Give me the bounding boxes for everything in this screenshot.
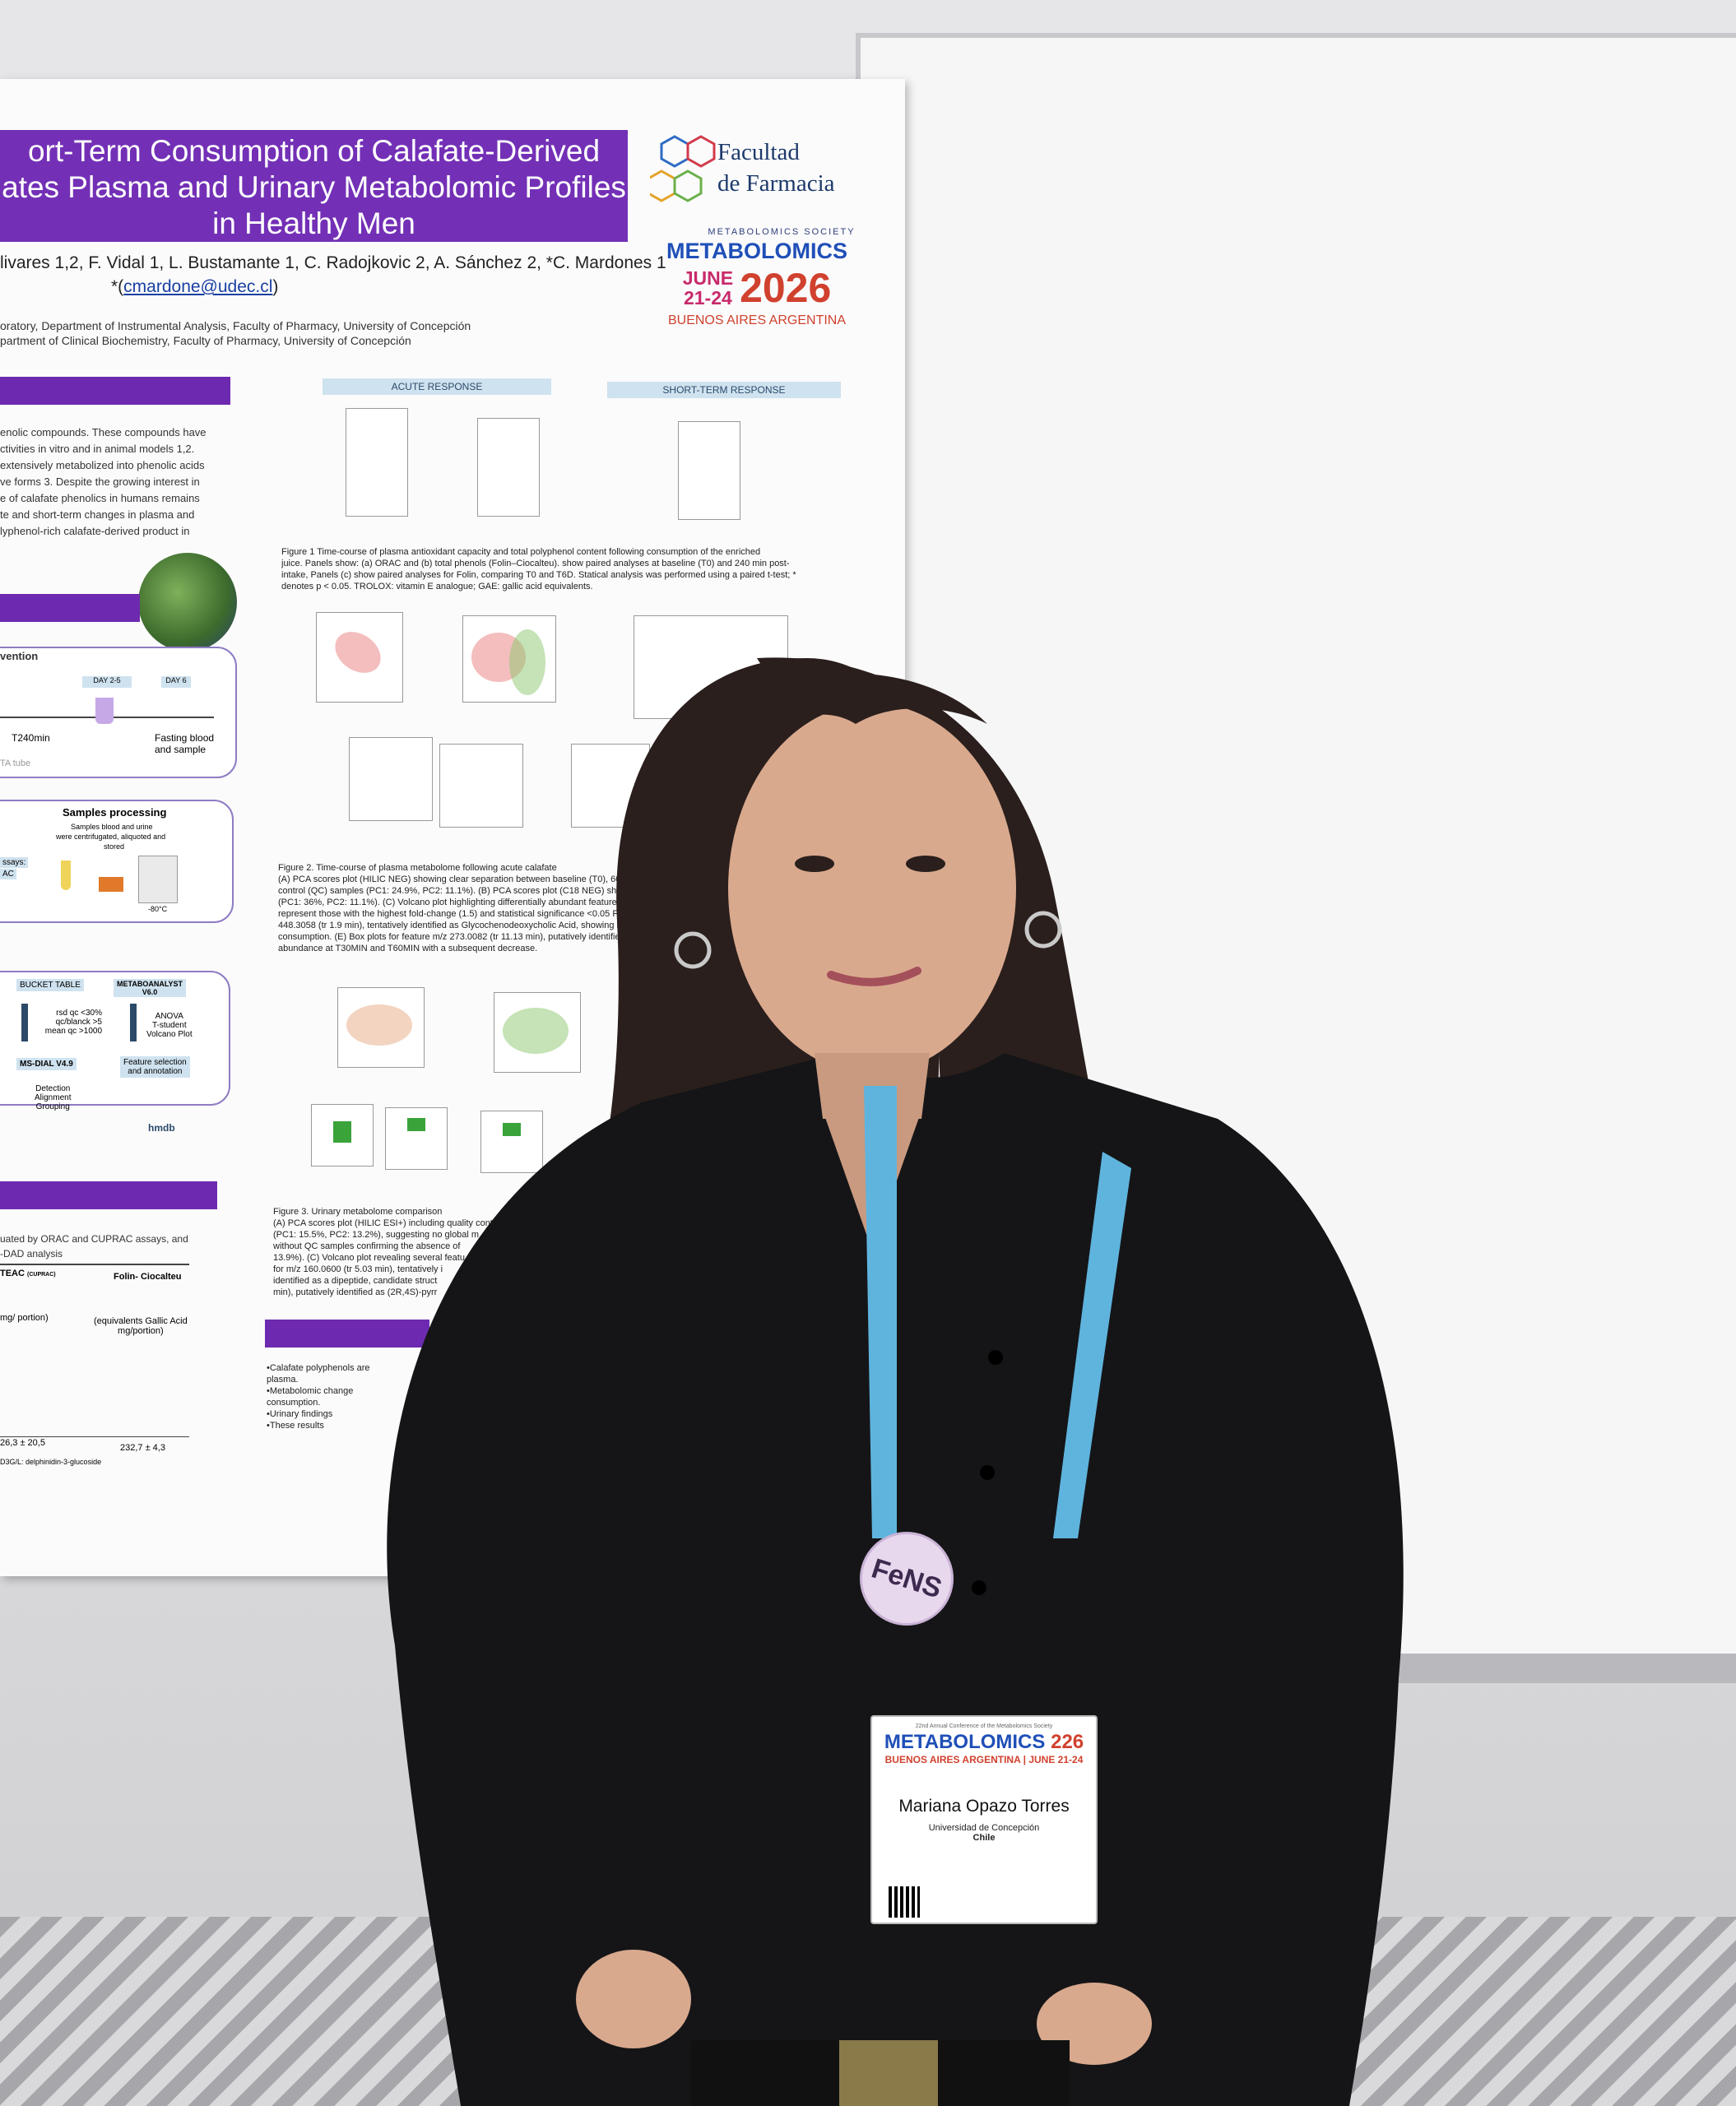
qr-code-icon	[889, 1886, 920, 1918]
poster-title-line-2: ates Plasma and Urinary Metabolomic Prof…	[2, 170, 626, 204]
urine-pca-a	[337, 987, 425, 1068]
poster-title-banner: ort-Term Consumption of Calafate-Derived…	[0, 130, 628, 242]
folin-paired-plot	[477, 418, 540, 517]
arrow-up-icon	[21, 1004, 28, 1041]
pca-plot-b	[462, 615, 556, 703]
badge-attendee-name: Mariana Opazo Torres	[898, 1797, 1070, 1816]
figure1-caption: Figure 1 Time-course of plasma antioxida…	[281, 547, 796, 591]
calafate-berries-photo	[138, 553, 237, 652]
tube-icon	[61, 860, 71, 890]
juice-cup-icon	[95, 698, 114, 724]
intervention-panel	[0, 647, 237, 778]
conference-logo: METABOLOMICS SOCIETY METABOLOMICS JUNE 2…	[666, 227, 856, 327]
poster-title-line-1: ort-Term Consumption of Calafate-Derived	[27, 134, 601, 168]
pca-plot-a	[316, 612, 403, 703]
urine-box-d1	[311, 1104, 374, 1167]
folin-t6d-paired-plot	[678, 421, 740, 520]
fens-pin-badge: FeNS	[860, 1532, 954, 1626]
affiliation-2: partment of Clinical Biochemistry, Facul…	[0, 334, 411, 347]
arrow-down-icon	[130, 1004, 137, 1041]
conclusions-text: •Calafate polyphenols are plasma. •Metab…	[267, 1363, 370, 1431]
box-plot-d2	[439, 744, 523, 828]
urine-pca-b	[494, 992, 581, 1073]
poster-authors: livares 1,2, F. Vidal 1, L. Bustamante 1…	[0, 253, 666, 272]
samples-panel	[0, 800, 234, 923]
urine-box-e1	[480, 1111, 543, 1173]
facultad-logo-text: Facultad de Farmacia	[717, 139, 835, 197]
poster-title-line-3: in Healthy Men	[212, 206, 415, 240]
box-plot-d1	[349, 737, 433, 821]
short-term-response-header: SHORT-TERM RESPONSE	[607, 382, 841, 398]
intro-text: enolic compounds. These compounds have c…	[0, 426, 207, 537]
conference-name-badge: 22nd Annual Conference of the Metabolomi…	[870, 1715, 1098, 1924]
section-bar-results	[0, 1181, 217, 1209]
poster-email: *(cmardone@udec.cl)	[111, 277, 279, 296]
section-bar-intro	[0, 377, 230, 405]
research-poster: ort-Term Consumption of Calafate-Derived…	[0, 79, 905, 1576]
rack-icon	[99, 877, 123, 892]
freezer-icon	[138, 856, 178, 903]
section-bar-methods	[0, 594, 140, 622]
urine-box-d2	[385, 1107, 448, 1170]
affiliation-1: oratory, Department of Instrumental Anal…	[0, 319, 471, 332]
section-bar-conclusions	[265, 1320, 429, 1348]
orac-paired-plot	[346, 408, 408, 517]
acute-response-header: ACUTE RESPONSE	[323, 378, 551, 395]
figure3-caption: Figure 3. Urinary metabolome comparison …	[273, 1207, 496, 1297]
facultad-logo-icon	[650, 135, 716, 202]
